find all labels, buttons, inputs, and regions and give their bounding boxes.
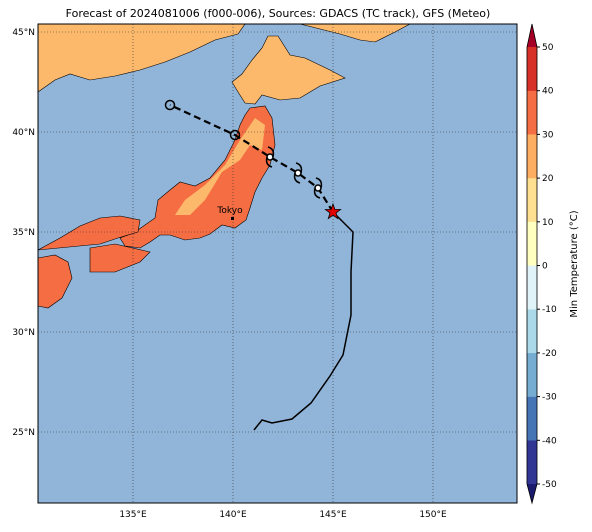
colorbar-tick-label: 40: [542, 87, 554, 97]
colorbar-bin: [526, 177, 538, 222]
cyclone-eye: [294, 169, 302, 177]
colorbar-bin: [526, 309, 538, 354]
colorbar-tick-label: -40: [542, 436, 557, 446]
colorbar-bin: [526, 440, 538, 485]
land-shikoku: [89, 243, 151, 273]
map-frame: [37, 23, 518, 504]
title: Forecast of 2024081006 (f000-006), Sourc…: [66, 7, 491, 20]
cyclone-arm: [265, 146, 275, 168]
cyclone-symbol: [293, 162, 303, 184]
colorbar-tick-label: -50: [542, 480, 557, 490]
y-tick-label: 35°N: [12, 228, 35, 238]
colorbar-bin: [526, 221, 538, 266]
city-marker: [231, 217, 234, 220]
x-tick-label: 150°E: [419, 510, 447, 520]
land: [38, 24, 411, 309]
colorbar-bin: [526, 134, 538, 179]
colorbar-over: [527, 24, 537, 47]
x-tick-label: 140°E: [219, 510, 247, 520]
x-tick-label: 135°E: [119, 510, 147, 520]
land-kyushu: [38, 254, 73, 309]
colorbar-bin: [526, 396, 538, 441]
colorbar-tick-label: 10: [542, 218, 554, 228]
land-asia: [38, 24, 246, 93]
cyclone-eye: [314, 184, 322, 192]
colorbar-tick-label: -10: [542, 305, 557, 315]
colorbar-label: Min Temperature (°C): [569, 210, 580, 317]
cyclone-symbol: [265, 146, 275, 168]
y-tick-label: 40°N: [12, 128, 35, 138]
land-north: [299, 24, 411, 43]
land-hokkaido: [231, 35, 346, 105]
colorbar-bin: [526, 90, 538, 135]
colorbar-bin: [526, 265, 538, 310]
forecast-track: [169, 104, 334, 213]
forecast-point: [164, 99, 176, 111]
x-tick-label: 145°E: [319, 510, 347, 520]
colorbar-tick-label: 20: [542, 174, 554, 184]
y-tick-label: 45°N: [12, 28, 35, 38]
land-chugoku: [38, 215, 141, 251]
cyclone-symbol: [313, 177, 323, 199]
colorbar-under: [527, 484, 537, 503]
y-tick-label: 25°N: [12, 428, 35, 438]
city-label: Tokyo: [216, 206, 243, 216]
land-honshu: [119, 105, 276, 249]
cyclone-arm: [313, 177, 323, 199]
colorbar-bin: [526, 46, 538, 91]
colorbar-bin: [526, 352, 538, 397]
current-position: [324, 202, 342, 220]
past-track: [253, 211, 354, 431]
cyclone-arm: [293, 162, 303, 184]
cyclone-eye: [266, 153, 274, 161]
colorbar-tick-label: -20: [542, 349, 557, 359]
colorbar-tick-label: 0: [542, 262, 548, 272]
y-tick-label: 30°N: [12, 328, 35, 338]
land-highland: [175, 118, 265, 215]
colorbar-tick-label: 30: [542, 130, 554, 140]
colorbar-tick-label: -30: [542, 393, 557, 403]
colorbar-tick-label: 50: [542, 43, 554, 53]
forecast-point: [229, 129, 241, 141]
